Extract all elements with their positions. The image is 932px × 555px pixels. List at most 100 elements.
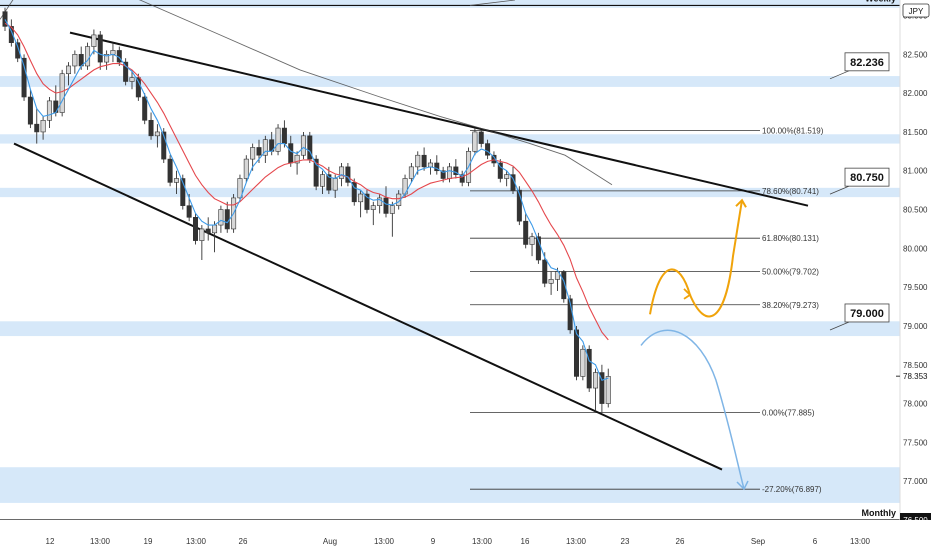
weekly-drag-handle xyxy=(469,0,516,6)
candle-up xyxy=(250,147,256,160)
candle-up xyxy=(300,135,306,156)
time-tick-label: Sep xyxy=(751,537,766,546)
candle-down xyxy=(15,42,21,59)
candle-down xyxy=(453,166,459,175)
wedge-upper-line xyxy=(69,31,809,207)
fibonacci-retracement: 100.00%(81.519) 78.60%(80.741) 61.80%(80.1… xyxy=(470,126,824,494)
candle-down xyxy=(97,34,103,63)
time-tick-label: 13:00 xyxy=(472,537,493,546)
candle-down xyxy=(288,143,294,164)
price-tick-label: 81.500 xyxy=(903,128,928,137)
candlesticks xyxy=(2,7,611,413)
time-tick-label: 12 xyxy=(46,537,55,546)
candle-up xyxy=(129,77,135,82)
fib-label: 61.80%(80.131) xyxy=(762,234,819,243)
price-tick-label: 78.000 xyxy=(903,400,928,409)
support-resistance-zones xyxy=(0,0,900,503)
callout-box xyxy=(844,52,890,72)
price-tick-label: 82.500 xyxy=(903,50,928,59)
time-tick-label: 9 xyxy=(431,537,436,546)
price-tick-label: 80.000 xyxy=(903,244,928,253)
candle-up xyxy=(66,65,72,75)
candle-down xyxy=(313,158,319,187)
candle-down xyxy=(21,57,27,98)
candle-down xyxy=(167,158,173,183)
zone-weekly xyxy=(0,0,900,8)
candle-up xyxy=(339,166,345,179)
candle-down xyxy=(485,143,491,156)
candle-up xyxy=(275,127,281,152)
time-tick-label: 13:00 xyxy=(850,537,871,546)
candle-up xyxy=(332,178,338,191)
candle-down xyxy=(535,236,541,261)
time-axis-background xyxy=(0,520,932,550)
candle-down xyxy=(307,135,313,160)
fib-label: 100.00%(81.519) xyxy=(762,126,824,135)
candle-up xyxy=(472,131,478,152)
time-tick-label: Aug xyxy=(323,537,337,546)
time-tick-label: 26 xyxy=(239,537,248,546)
price-tick-label: 79.500 xyxy=(903,283,928,292)
price-tick-label: 77.500 xyxy=(903,438,928,447)
long-ma-line xyxy=(0,0,613,186)
price-tick-label: 77.000 xyxy=(903,477,928,486)
current-price-label: 78.353 xyxy=(903,372,928,381)
monthly-label: Monthly xyxy=(862,508,897,518)
weekly-label: Weekly xyxy=(865,0,896,3)
candle-up xyxy=(218,209,224,226)
candle-down xyxy=(27,96,33,125)
callout-label: 80.750 xyxy=(850,172,884,184)
candle-up xyxy=(605,376,611,404)
candle-up xyxy=(262,139,268,156)
bullish-arrow-head-mid xyxy=(683,288,692,300)
candle-down xyxy=(440,170,446,179)
callout-box xyxy=(844,303,890,323)
time-tick-label: 13:00 xyxy=(374,537,395,546)
fib-label: -27.20%(76.897) xyxy=(762,485,822,494)
candle-up xyxy=(40,119,46,133)
callout-pointer xyxy=(829,321,850,331)
candle-down xyxy=(599,372,605,404)
fib-label: 0.00%(77.885) xyxy=(762,409,815,418)
slow-ma-line xyxy=(4,22,609,341)
candle-down xyxy=(434,162,440,172)
candle-down xyxy=(281,127,287,144)
candle-down xyxy=(516,189,522,222)
fib-label: 78.60%(80.741) xyxy=(762,187,819,196)
candle-up xyxy=(59,73,65,113)
candle-down xyxy=(459,174,465,183)
zone-79.000 xyxy=(0,321,900,337)
bullish-projection-path xyxy=(649,200,743,318)
candle-down xyxy=(364,193,370,210)
price-axis-background xyxy=(900,0,932,520)
callout-label: 82.236 xyxy=(850,57,884,69)
candle-up xyxy=(580,348,586,377)
candle-down xyxy=(180,178,186,206)
time-tick-label: 13:00 xyxy=(566,537,587,546)
projection-paths xyxy=(640,198,749,491)
moving-averages xyxy=(4,19,609,381)
candle-down xyxy=(205,228,211,234)
candle-up xyxy=(72,54,78,67)
candle-up xyxy=(237,178,243,199)
callout-pointer xyxy=(829,185,850,195)
candle-down xyxy=(523,220,529,245)
candle-up xyxy=(85,46,91,67)
candle-up xyxy=(243,158,249,179)
time-tick-label: 16 xyxy=(521,537,530,546)
candle-down xyxy=(573,329,579,377)
time-tick-label: 26 xyxy=(676,537,685,546)
candle-up xyxy=(593,372,599,389)
callout-box xyxy=(844,167,890,187)
candle-down xyxy=(135,77,141,98)
candle-up xyxy=(415,154,421,168)
time-tick-label: 13:00 xyxy=(90,537,111,546)
price-tick-label: 79.000 xyxy=(903,322,928,331)
candle-down xyxy=(351,182,357,203)
candle-up xyxy=(46,100,52,121)
bearish-arrow-head xyxy=(736,480,749,491)
candle-down xyxy=(142,96,148,121)
zone-81.4 xyxy=(0,134,900,144)
